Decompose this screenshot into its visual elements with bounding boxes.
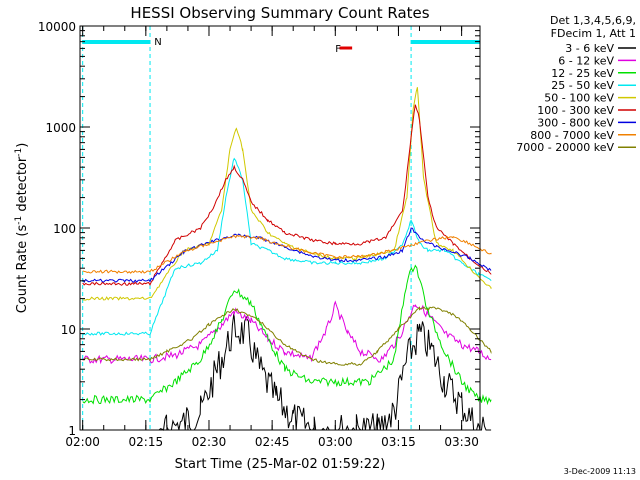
y-axis: 1 10 100 1000 10000 bbox=[38, 20, 480, 438]
x-tick-label: 03:15 bbox=[381, 435, 416, 449]
annotations: NF bbox=[154, 37, 341, 55]
series-line bbox=[82, 313, 492, 431]
legend: Det 1,3,4,5,6,9, FDecim 1, Att 1 3 - 6 k… bbox=[516, 14, 636, 154]
annotation-label: N bbox=[154, 37, 161, 48]
legend-entry-label: 50 - 100 keV bbox=[544, 92, 614, 105]
y-tick-label: 10 bbox=[61, 323, 76, 337]
legend-entry-label: 25 - 50 keV bbox=[551, 79, 614, 92]
annotation-label: F bbox=[335, 44, 341, 55]
series-line bbox=[82, 87, 492, 301]
x-tick-label: 02:30 bbox=[192, 435, 227, 449]
x-tick-label: 03:00 bbox=[318, 435, 353, 449]
night-intervals bbox=[82, 26, 480, 430]
series-line bbox=[82, 300, 492, 365]
y-tick-label: 1 bbox=[68, 424, 76, 438]
x-axis-label: Start Time (25-Mar-02 01:59:22) bbox=[175, 457, 386, 472]
series-line bbox=[82, 157, 492, 336]
x-tick-label: 02:45 bbox=[255, 435, 290, 449]
series-line bbox=[82, 234, 492, 274]
series-line bbox=[82, 264, 492, 406]
legend-entry-label: 100 - 300 keV bbox=[537, 104, 614, 117]
x-tick-label: 02:00 bbox=[65, 435, 100, 449]
y-tick-label: 1000 bbox=[45, 121, 76, 135]
legend-header-line2: FDecim 1, Att 1 bbox=[551, 27, 636, 40]
x-tick-label: 02:15 bbox=[129, 435, 164, 449]
series-line bbox=[82, 227, 492, 284]
legend-entry-label: 12 - 25 keV bbox=[551, 67, 614, 80]
x-axis: 02:00 02:15 02:30 02:45 03:00 03:15 03:30 bbox=[65, 26, 479, 449]
footer-date: 3-Dec-2009 11:13 bbox=[564, 467, 636, 476]
chart-title: HESSI Observing Summary Count Rates bbox=[130, 4, 429, 22]
legend-entry-label: 300 - 800 keV bbox=[537, 116, 614, 129]
legend-entry-label: 6 - 12 keV bbox=[558, 54, 614, 67]
y-tick-label: 10000 bbox=[38, 20, 76, 34]
series-line bbox=[82, 306, 492, 366]
legend-entry-label: 3 - 6 keV bbox=[565, 42, 614, 55]
legend-entry-label: 800 - 7000 keV bbox=[530, 129, 614, 142]
y-tick-label: 100 bbox=[53, 222, 76, 236]
legend-header-line1: Det 1,3,4,5,6,9, bbox=[550, 14, 636, 27]
y-axis-label: Count Rate (s-1 detector-1) bbox=[14, 143, 30, 314]
series-lines bbox=[82, 87, 492, 431]
legend-entry-label: 7000 - 20000 keV bbox=[516, 141, 614, 154]
x-tick-label: 03:30 bbox=[444, 435, 479, 449]
